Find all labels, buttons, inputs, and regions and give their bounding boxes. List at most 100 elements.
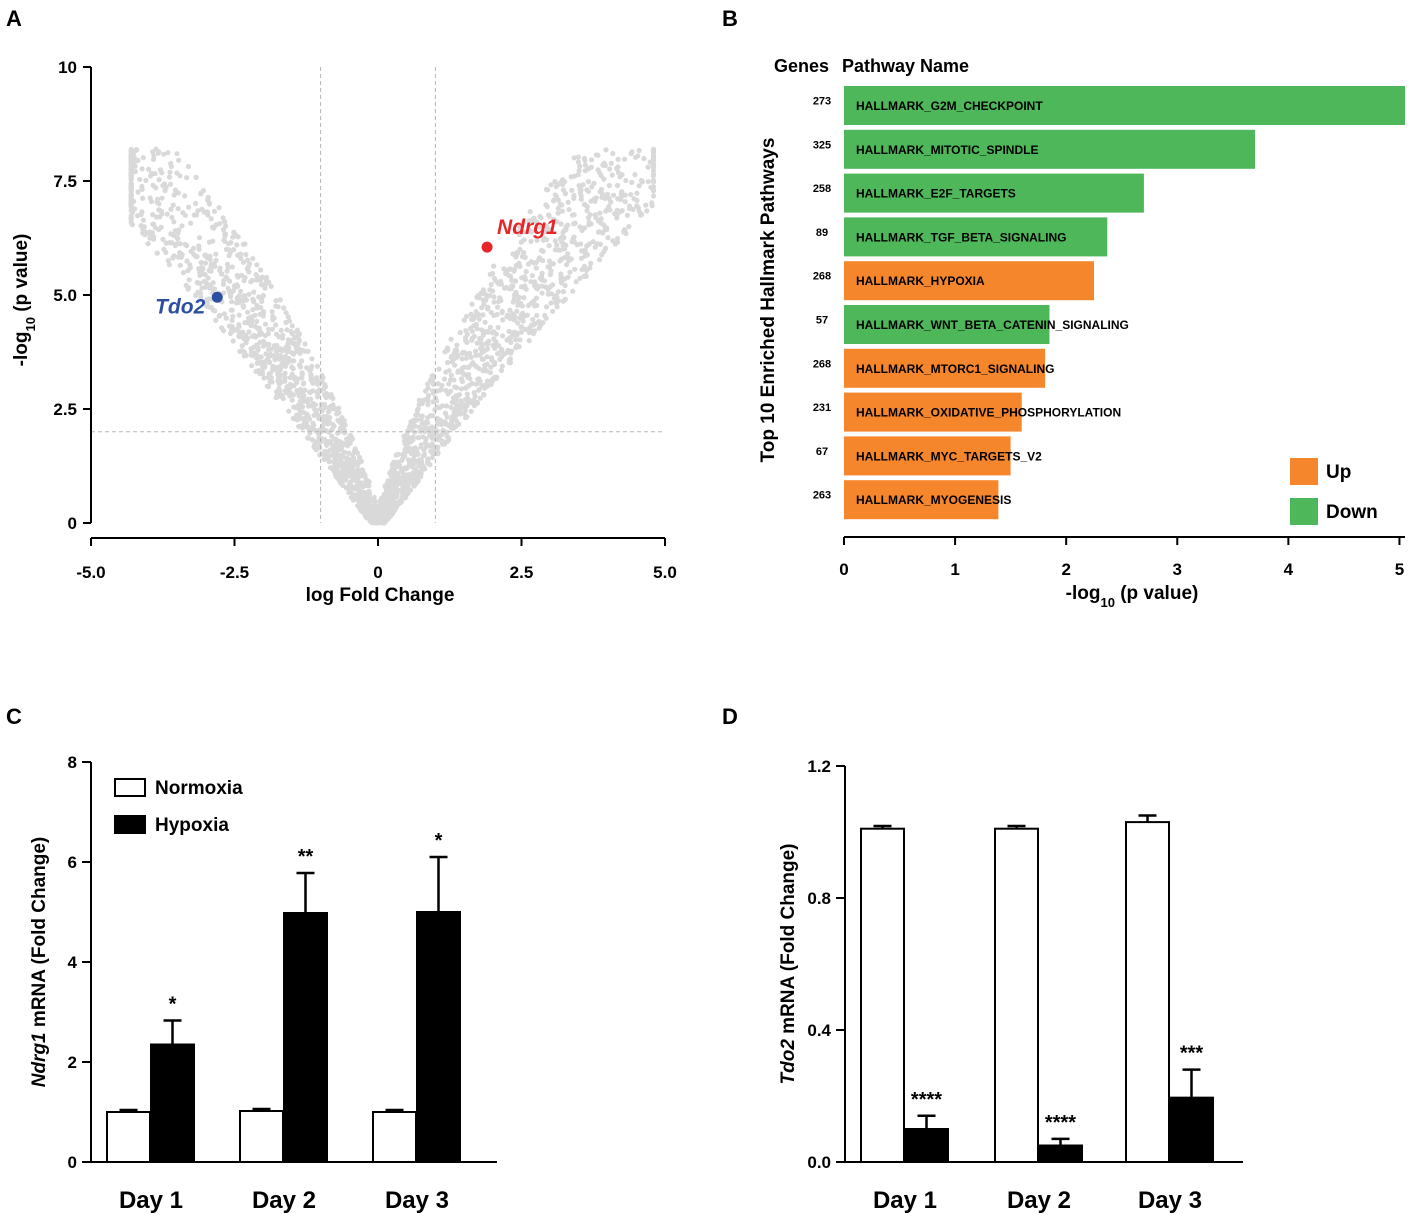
background-point [411,417,417,423]
background-point [342,465,348,471]
background-point [512,278,518,284]
background-point [259,274,265,280]
background-point [450,395,456,401]
background-point [470,399,476,405]
pathway-label: HALLMARK_OXIDATIVE_PHOSPHORYLATION [856,406,1121,420]
background-point [545,291,551,297]
background-point [337,446,343,452]
background-point [193,200,199,207]
background-point [499,310,505,316]
background-point [510,311,516,317]
background-point [180,270,187,276]
header-pathway: Pathway Name [842,56,969,76]
gene-count: 89 [816,227,828,239]
background-point [265,326,272,332]
y-axis-title: Tdo2 mRNA (Fold Change) [778,843,799,1084]
background-point [609,172,615,178]
background-point [571,221,577,227]
background-point [321,414,327,420]
background-point [445,391,451,397]
background-point [185,286,191,292]
background-point [327,414,333,421]
x-tick-label: -2.5 [220,563,249,582]
background-point [484,378,490,384]
background-point [488,364,494,370]
background-point [161,151,167,157]
background-point [128,175,134,181]
background-point [565,274,571,280]
bar [904,1128,949,1163]
background-point [561,228,567,234]
background-point [345,459,351,466]
background-point [516,344,522,350]
background-point [552,192,558,198]
background-point [135,189,141,195]
background-point [623,177,629,184]
background-point [380,518,386,524]
pathway-label: HALLMARK_TGF_BETA_SIGNALING [856,230,1066,244]
background-point [499,346,505,352]
background-point [532,279,538,285]
background-point [211,208,218,214]
background-point [322,392,328,398]
background-point [271,315,277,321]
background-point [236,322,242,328]
background-point [641,155,647,162]
background-point [160,183,166,189]
panel-c-ndrg1: C 0 2 4 6 8 Ndrg1 mRNA (Fold Change) * Day 1 ** Da… [6,704,497,1213]
background-point [171,253,177,259]
background-point [491,299,497,305]
background-point [193,292,199,299]
background-point [483,297,489,303]
background-point [511,268,517,274]
background-point [567,269,573,275]
background-point [559,256,565,262]
background-point [577,275,583,281]
background-point [435,404,441,410]
background-point [153,185,159,191]
background-point [287,375,293,381]
background-point [502,285,508,291]
background-point [207,256,213,263]
background-point [217,312,223,318]
background-point [418,416,424,422]
background-point [171,192,177,198]
background-point [538,215,544,221]
background-point [428,448,434,454]
background-point [328,403,334,409]
background-point [176,157,182,163]
background-point [198,294,204,300]
background-point [251,289,257,295]
background-point [407,460,413,466]
y-tick-label: 0.8 [807,889,831,908]
background-point [311,422,317,428]
background-point [636,183,642,189]
background-point [199,271,205,277]
background-point [575,159,582,165]
background-point [153,146,159,152]
background-point [554,242,560,248]
y-axis-title: -log10 (p value) [11,234,38,367]
background-point [516,260,522,266]
background-point [626,203,633,209]
background-point [194,212,200,218]
panel-label-b: B [722,6,738,31]
background-point [297,415,303,421]
background-point [171,219,177,225]
background-point [228,307,234,313]
background-point [435,444,441,450]
x-axis-title: log Fold Change [306,585,455,606]
background-point [170,202,176,208]
background-point [295,341,301,347]
background-point [184,175,190,181]
background-point [196,246,202,252]
bar [1125,821,1170,1163]
background-point [293,404,299,411]
background-point [509,348,515,354]
background-point [635,205,641,211]
background-point [396,500,402,506]
x-tick-label: 2 [1061,560,1070,579]
background-point [286,357,292,363]
